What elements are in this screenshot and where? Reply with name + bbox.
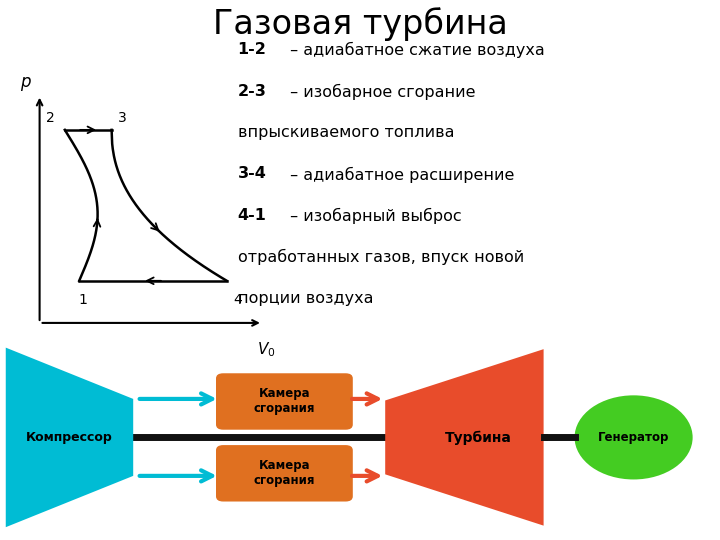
Text: 1-2: 1-2 — [238, 42, 266, 57]
Text: 4-1: 4-1 — [238, 208, 266, 223]
Text: 3: 3 — [118, 111, 127, 125]
Text: Турбина: Турбина — [446, 430, 512, 444]
Text: Генератор: Генератор — [598, 431, 670, 444]
Text: 2: 2 — [46, 111, 55, 125]
Text: – адиабатное расширение: – адиабатное расширение — [285, 166, 515, 183]
Text: $V_0$: $V_0$ — [257, 341, 276, 359]
Text: 3-4: 3-4 — [238, 166, 266, 181]
Text: Компрессор: Компрессор — [26, 431, 113, 444]
Text: – изобарный выброс: – изобарный выброс — [285, 208, 462, 224]
Text: – адиабатное сжатие воздуха: – адиабатное сжатие воздуха — [285, 42, 545, 58]
Text: – изобарное сгорание: – изобарное сгорание — [285, 84, 476, 100]
FancyBboxPatch shape — [216, 373, 353, 430]
Text: 1: 1 — [78, 293, 87, 307]
Text: отработанных газов, впуск новой: отработанных газов, впуск новой — [238, 249, 524, 265]
FancyBboxPatch shape — [216, 445, 353, 502]
Text: 2-3: 2-3 — [238, 84, 266, 98]
Text: порции воздуха: порции воздуха — [238, 291, 373, 306]
Text: Камера
сгорания: Камера сгорания — [253, 460, 315, 487]
Text: Камера
сгорания: Камера сгорания — [253, 388, 315, 415]
Polygon shape — [385, 349, 544, 525]
Polygon shape — [6, 348, 133, 527]
Circle shape — [575, 395, 693, 480]
Text: впрыскиваемого топлива: впрыскиваемого топлива — [238, 125, 454, 140]
Text: 4: 4 — [233, 293, 242, 307]
Text: p: p — [20, 73, 30, 91]
Text: Газовая турбина: Газовая турбина — [212, 7, 508, 41]
